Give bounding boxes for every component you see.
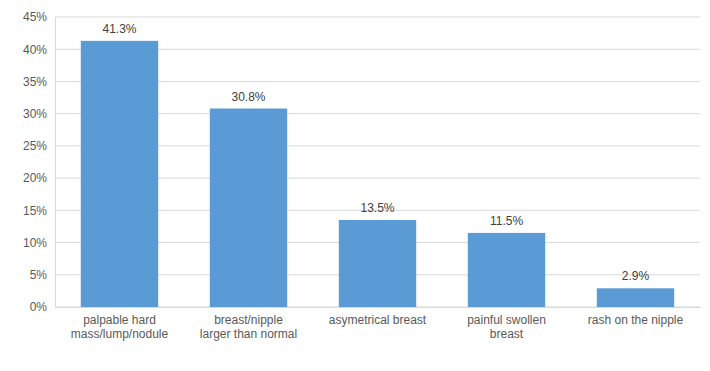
y-tick-label: 30% (23, 107, 47, 121)
data-label: 11.5% (490, 214, 523, 228)
y-tick-label: 40% (23, 43, 47, 57)
y-tick: 45% (23, 10, 55, 24)
bar (81, 41, 158, 307)
y-tick: 30% (23, 107, 55, 121)
y-tick-label: 0% (30, 300, 48, 314)
y-tick: 15% (23, 204, 55, 218)
x-tick-label-line: breast/nipple (214, 313, 283, 327)
y-axis: 0% 5% 10% 15% 20% 25% 30% 35% 40% 45% (23, 10, 56, 314)
y-tick: 35% (23, 75, 55, 89)
y-tick: 10% (23, 236, 55, 250)
grid-line (55, 17, 700, 18)
x-tick: palpable hardmass/lump/nodule (71, 307, 169, 341)
y-tick: 25% (23, 139, 55, 153)
y-tick-label: 20% (23, 171, 47, 185)
y-tick-label: 15% (23, 204, 47, 218)
data-label: 30.8% (231, 90, 265, 104)
x-tick-label: breast/nipplelarger than normal (200, 313, 297, 341)
data-label: 2.9% (622, 269, 650, 283)
x-tick-label: painful swollenbreast (467, 313, 546, 341)
y-tick: 20% (23, 171, 55, 185)
x-tick: asymetrical breast (329, 307, 427, 327)
x-tick: breast/nipplelarger than normal (200, 307, 297, 341)
x-tick-label: asymetrical breast (329, 313, 427, 327)
data-labels: 41.3% 30.8% 13.5% 11.5% 2.9% (102, 22, 649, 283)
y-tick: 0% (30, 300, 55, 314)
chart: 0% 5% 10% 15% 20% 25% 30% 35% 40% 45% palpable har… (0, 0, 710, 371)
x-axis-line (56, 307, 701, 308)
bar (210, 109, 287, 307)
x-tick-label-line: asymetrical breast (329, 313, 427, 327)
y-tick: 40% (23, 43, 55, 57)
y-axis-line (55, 18, 56, 308)
x-axis: palpable hardmass/lump/nodule breast/nipp… (56, 307, 701, 341)
x-tick: painful swollenbreast (467, 307, 546, 341)
plot: 0% 5% 10% 15% 20% 25% 30% 35% 40% 45% palpable har… (23, 10, 701, 341)
bar (339, 220, 416, 307)
data-label: 41.3% (102, 22, 136, 36)
x-tick-label-line: larger than normal (200, 327, 297, 341)
y-tick: 5% (30, 268, 55, 282)
x-tick-label-line: breast (490, 327, 524, 341)
data-label: 13.5% (360, 201, 394, 215)
x-tick-label-line: palpable hard (83, 313, 156, 327)
bars (81, 41, 674, 307)
bar (597, 288, 674, 307)
x-tick-label: palpable hardmass/lump/nodule (71, 313, 169, 341)
x-tick-label-line: painful swollen (467, 313, 546, 327)
y-tick-label: 45% (23, 10, 47, 24)
y-tick-label: 35% (23, 75, 47, 89)
y-tick-label: 25% (23, 139, 47, 153)
y-tick-label: 5% (30, 268, 48, 282)
x-tick-label-line: rash on the nipple (588, 313, 684, 327)
x-tick-label-line: mass/lump/nodule (71, 327, 169, 341)
x-tick: rash on the nipple (588, 307, 684, 327)
x-tick-label: rash on the nipple (588, 313, 684, 327)
grid (55, 17, 700, 307)
y-tick-label: 10% (23, 236, 47, 250)
bar (468, 233, 545, 307)
